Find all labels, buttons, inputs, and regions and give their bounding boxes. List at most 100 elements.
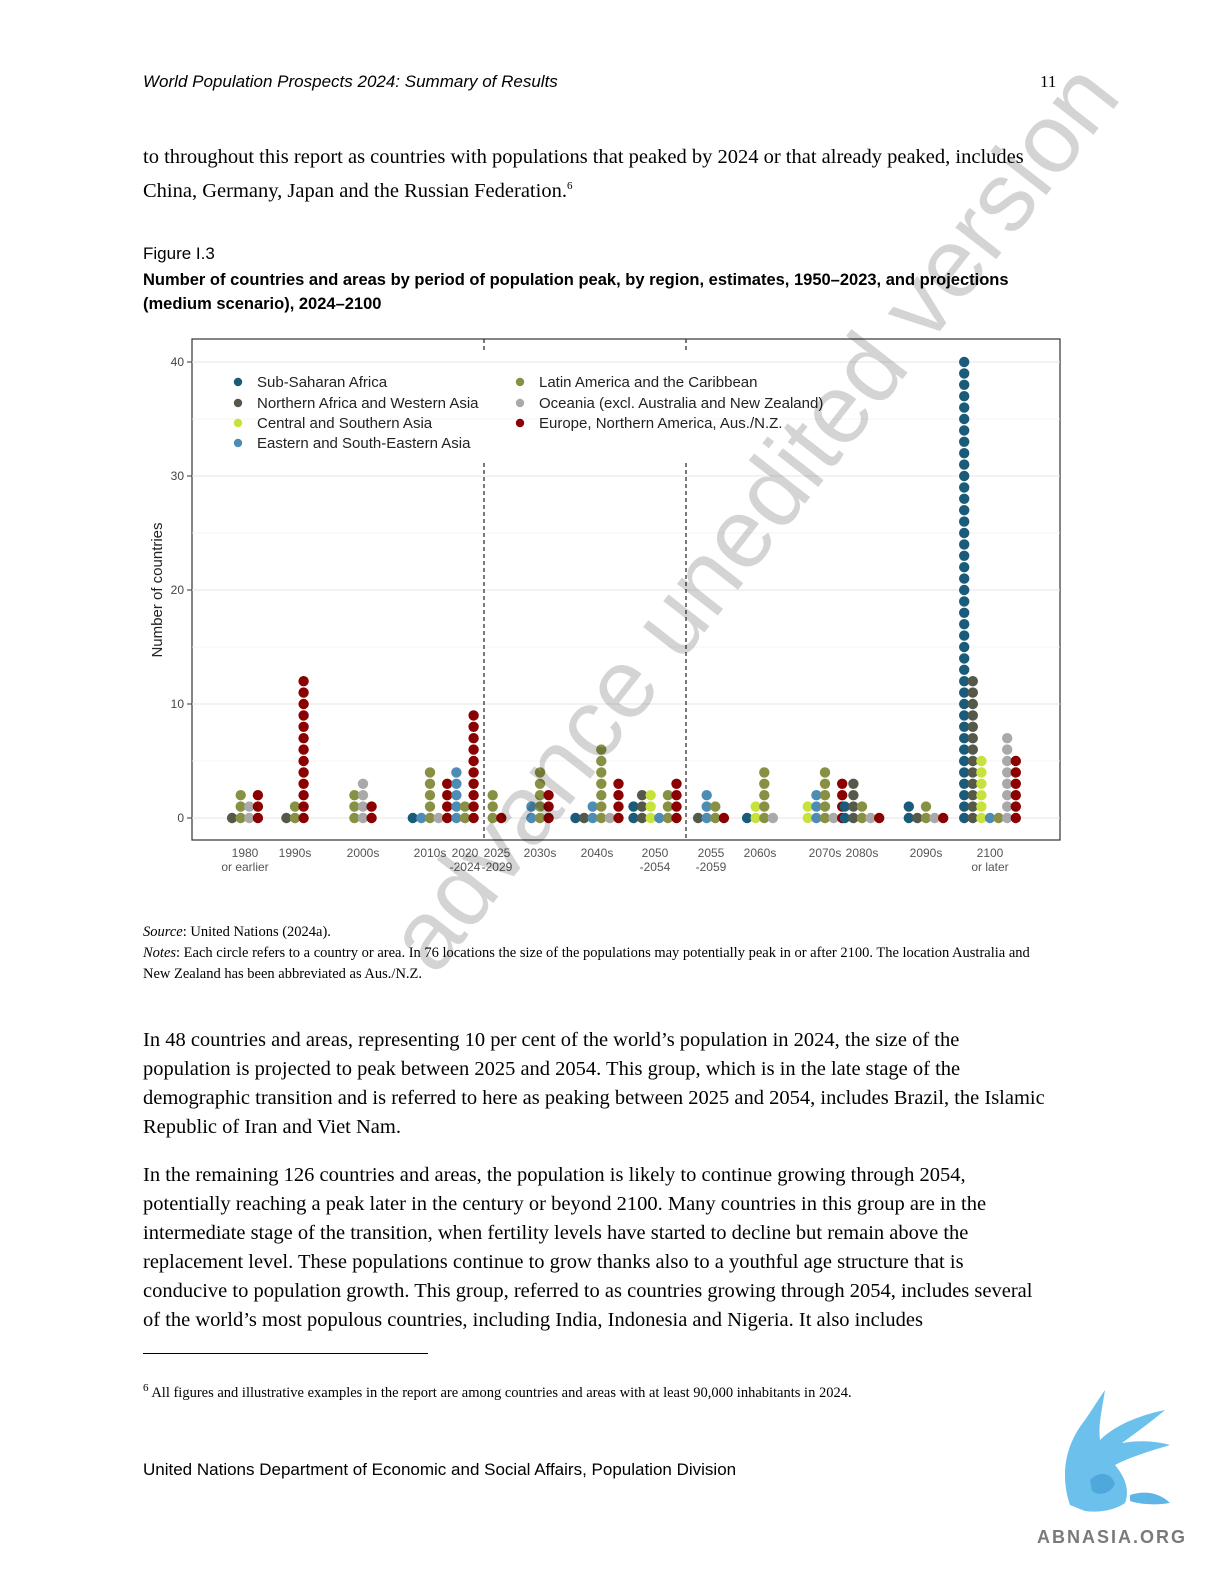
data-dot [1002,744,1013,755]
data-dot [959,812,970,824]
data-dot [959,676,970,687]
data-dot [959,584,970,596]
x-tick-label: 1990s [279,846,312,860]
data-dot [819,790,831,801]
data-dot [967,744,978,755]
data-dot [543,812,554,824]
data-dot [692,812,704,824]
data-dot [959,368,970,379]
data-dot [1010,755,1021,767]
data-dot [543,801,554,812]
data-dot [839,812,850,824]
data-dot [819,767,831,778]
data-dot [487,801,498,812]
data-dot [1010,767,1021,778]
data-dot [959,687,970,698]
data-dot [959,550,970,561]
data-dot [759,767,770,778]
data-dot [959,356,970,368]
data-dot [468,801,479,812]
footnote-ref[interactable]: 6 [566,180,573,192]
data-dot [920,812,932,824]
data-dot [959,698,970,710]
data-dot [1002,733,1013,744]
data-dot [468,755,479,767]
data-dot [1002,801,1013,812]
data-dot [741,812,753,824]
notes-line: Notes: Each circle refers to a country o… [143,943,1043,985]
data-dot [496,812,507,824]
data-dot [839,801,850,812]
data-dot [298,755,309,767]
legend-label: Eastern and South-Eastern Asia [257,435,471,452]
data-dot [856,812,868,824]
data-dot [468,710,479,721]
data-dot [349,790,360,801]
data-dot [534,778,546,789]
data-dot [298,812,309,824]
data-dot [442,812,453,824]
data-dot [967,733,978,744]
figure-label: Figure I.3 [143,244,215,263]
data-dot [543,790,554,801]
data-dot [662,812,674,824]
data-dot [298,721,309,732]
page-footer: United Nations Department of Economic an… [143,1460,737,1479]
data-dot [828,812,839,824]
data-dot [848,812,859,824]
data-dot [938,812,949,824]
data-dot [645,801,656,812]
data-dot [645,812,656,824]
data-dot [636,812,648,824]
data-dot [959,778,970,789]
data-dot [1010,812,1021,824]
data-dot [701,812,712,824]
data-dot [984,812,996,824]
data-dot [671,778,682,789]
data-dot [226,812,238,824]
data-dot [357,801,369,812]
data-dot [570,812,581,824]
legend-marker [233,438,243,448]
data-dot [718,812,730,824]
data-dot [442,778,453,789]
x-tick-label: 1980 [232,846,259,860]
data-dot [1010,801,1021,812]
data-dot [281,812,292,824]
data-dot [298,676,309,687]
data-dot [959,664,970,675]
data-dot [967,767,978,778]
data-dot [468,721,479,732]
data-dot [959,470,970,482]
data-dot [459,812,471,824]
logo-text: ABNASIA.ORG [1037,1527,1188,1547]
x-tick-label: 2080s [846,846,879,860]
footnote-number: 6 [143,1382,149,1394]
x-tick-label: 2070s [809,846,842,860]
data-dot [235,801,246,812]
data-dot [671,812,682,824]
data-dot [468,744,479,755]
legend-label: Sub-Saharan Africa [257,374,388,391]
data-dot [811,801,822,812]
x-tick-label: or later [971,860,1008,874]
data-dot [967,790,978,801]
data-dot [596,790,607,801]
y-axis-label: Number of countries [149,522,166,657]
x-tick-label: 2060s [744,846,777,860]
data-dot [967,755,978,767]
data-dot [903,812,914,824]
data-dot [596,801,607,812]
y-tick-label: 10 [171,697,185,711]
data-dot [357,778,369,789]
data-dot [993,812,1004,824]
data-dot [802,812,813,824]
data-dot [967,710,978,721]
data-dot [874,812,885,824]
x-tick-label: 2090s [910,846,943,860]
legend-label: Europe, Northern America, Aus./N.Z. [539,415,782,432]
data-dot [959,391,970,402]
data-dot [442,790,453,801]
data-dot [710,812,721,824]
x-tick-label: 2010s [414,846,447,860]
